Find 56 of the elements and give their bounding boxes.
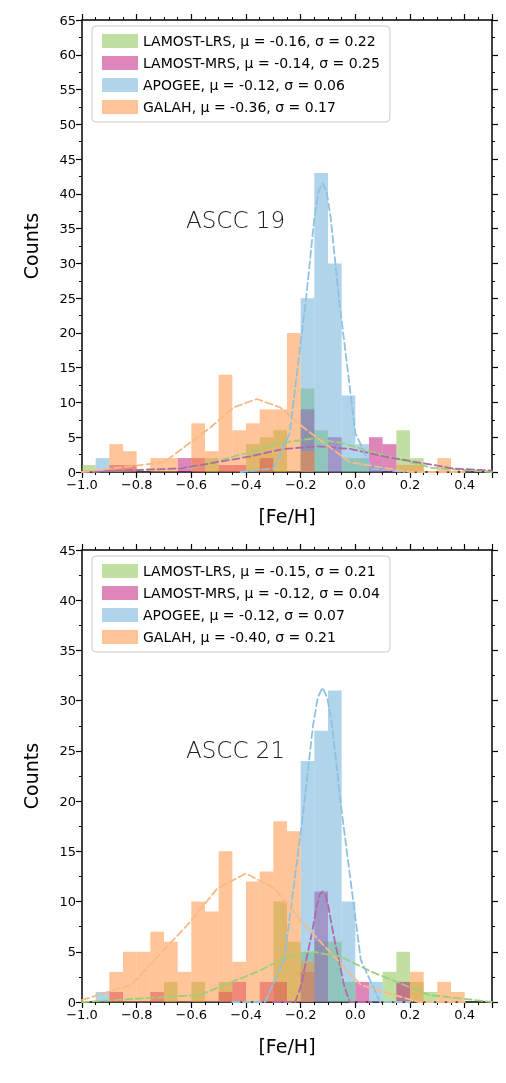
x-tick-label: −0.8 [120,1007,153,1022]
x-tick-label: 0.0 [344,1007,366,1022]
annotation: ASCC 21 [186,736,286,763]
y-tick-label: 45 [59,151,76,167]
y-tick-label: 50 [59,116,76,132]
y-tick-label: 45 [59,542,76,558]
x-tick-label: −0.2 [284,477,317,492]
legend-label: LAMOST-LRS, μ = -0.16, σ = 0.22 [143,33,376,49]
x-tick-label: 0.4 [454,1007,476,1022]
y-axis-title: Counts [19,742,42,810]
legend-label: APOGEE, μ = -0.12, σ = 0.07 [143,607,345,623]
x-tick-label: −1.0 [66,1007,98,1022]
y-tick-label: 55 [59,82,76,98]
y-tick-label: 65 [59,12,76,28]
legend-label: APOGEE, μ = -0.12, σ = 0.06 [143,77,345,93]
y-tick-label: 0 [67,994,76,1010]
legend-label: LAMOST-MRS, μ = -0.12, σ = 0.04 [143,585,381,601]
y-tick-label: 5 [67,429,76,445]
y-tick-label: 5 [67,944,76,960]
x-tick-label: 0.0 [344,477,366,492]
y-tick-label: 40 [59,592,76,608]
legend-label: LAMOST-LRS, μ = -0.15, σ = 0.21 [143,563,376,579]
y-axis-title: Counts [19,212,42,280]
x-tick-label: −0.8 [120,477,153,492]
x-tick-label: −0.4 [230,477,262,492]
y-tick-label: 35 [59,221,76,237]
x-axis-title: [Fe/H] [258,1034,316,1057]
y-tick-label: 35 [59,642,76,658]
x-tick-label: −0.4 [230,1007,262,1022]
y-tick-label: 40 [59,186,76,202]
legend-label: GALAH, μ = -0.36, σ = 0.17 [143,99,336,115]
x-tick-label: −0.6 [175,1007,208,1022]
x-tick-label: 0.4 [454,477,476,492]
x-tick-label: −1.0 [66,477,98,492]
y-tick-label: 10 [59,894,76,910]
y-tick-label: 15 [59,843,76,859]
x-tick-label: −0.6 [175,477,208,492]
y-tick-label: 20 [59,325,76,341]
x-tick-label: −0.2 [284,1007,317,1022]
y-tick-label: 30 [59,693,76,709]
line-series [81,398,466,473]
y-tick-label: 10 [59,394,76,410]
y-tick-label: 25 [59,743,76,759]
y-tick-label: 20 [59,793,76,809]
line-series [81,872,466,1003]
y-tick-label: 15 [59,360,76,376]
y-tick-label: 0 [67,464,76,480]
y-tick-label: 30 [59,255,76,271]
x-tick-label: 0.2 [399,1007,421,1022]
legend-label: LAMOST-MRS, μ = -0.14, σ = 0.25 [143,55,380,71]
x-tick-label: 0.2 [399,477,421,492]
y-tick-label: 60 [59,47,76,63]
annotation: ASCC 19 [186,206,286,233]
legend-label: GALAH, μ = -0.40, σ = 0.21 [143,629,336,645]
y-tick-label: 25 [59,290,76,306]
x-axis-title: [Fe/H] [258,504,316,527]
